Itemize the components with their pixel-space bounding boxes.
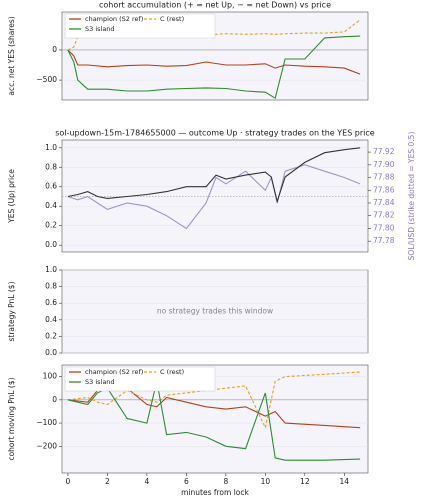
x-tick-label: 14 [340,477,350,486]
y-tick-label: 0.4 [45,201,57,210]
y2-tick-label: 77.78 [373,236,395,245]
x-tick-label: 8 [223,477,228,486]
y-tick-label: 0.8 [45,282,57,291]
series-line [67,49,361,75]
y2-tick-label: 77.92 [373,147,395,156]
legend-label: champion (S2 ref) [85,15,143,23]
y-tick-label: 0.4 [45,315,57,324]
x-tick-label: 2 [105,477,110,486]
y2-tick-label: 77.88 [373,173,395,182]
y-tick-label: 1.0 [45,143,57,152]
y-tick-label: 0.6 [45,182,57,191]
y-tick-label: 0.0 [45,348,57,357]
y-tick-label: 0.0 [45,240,57,249]
y2-tick-label: 77.84 [373,198,395,207]
y2-axis-label: SOL/USD (strike dotted = YES 0.5) [407,132,416,261]
y-axis-label: acc. net YES (shares) [7,16,16,95]
y2-tick-label: 77.86 [373,185,395,194]
legend-box [64,366,216,392]
x-tick-label: 0 [66,477,71,486]
plot-area [61,139,369,253]
y-axis-label: YES (Up) price [7,169,16,224]
legend-label: C (rest) [160,368,184,376]
x-tick-label: 12 [300,477,310,486]
legend-label: S3 island [85,378,115,386]
y-tick-label: 0.2 [45,331,57,340]
annotation: no strategy trades this window [157,307,273,316]
y-tick-label: 0.2 [45,221,57,230]
series-line [67,35,361,100]
y-tick-label: 0 [52,45,57,54]
legend-box [64,13,216,39]
y-tick-label: 0.6 [45,298,57,307]
y-tick-label: −500 [36,75,57,84]
x-axis-label: minutes from lock [181,488,249,497]
chart-title: sol-updown-15m-1784655000 — outcome Up ·… [55,129,375,138]
series-line [67,147,361,204]
y-tick-label: −100 [36,418,57,427]
series-line [67,385,361,429]
y-tick-label: 1.0 [45,265,57,274]
x-tick-label: 4 [144,477,149,486]
y-axis-label: strategy PnL ($) [7,281,16,341]
y-tick-label: 0.8 [45,162,57,171]
chart-title: cohort accumulation (+ = net Up, − = net… [99,1,331,10]
y2-tick-label: 77.90 [373,160,395,169]
legend-label: champion (S2 ref) [85,368,143,376]
legend-label: S3 island [85,25,115,33]
legend-label: C (rest) [160,15,184,23]
y2-tick-label: 77.82 [373,211,395,220]
x-tick-label: 10 [261,477,271,486]
series-line [67,381,361,461]
y-tick-label: 100 [43,372,58,381]
y2-tick-label: 77.80 [373,223,395,232]
y-tick-label: 0 [52,395,57,404]
y-axis-label: cohort moving PnL ($) [7,377,16,460]
y-tick-label: −200 [36,441,57,450]
x-tick-label: 6 [184,477,189,486]
